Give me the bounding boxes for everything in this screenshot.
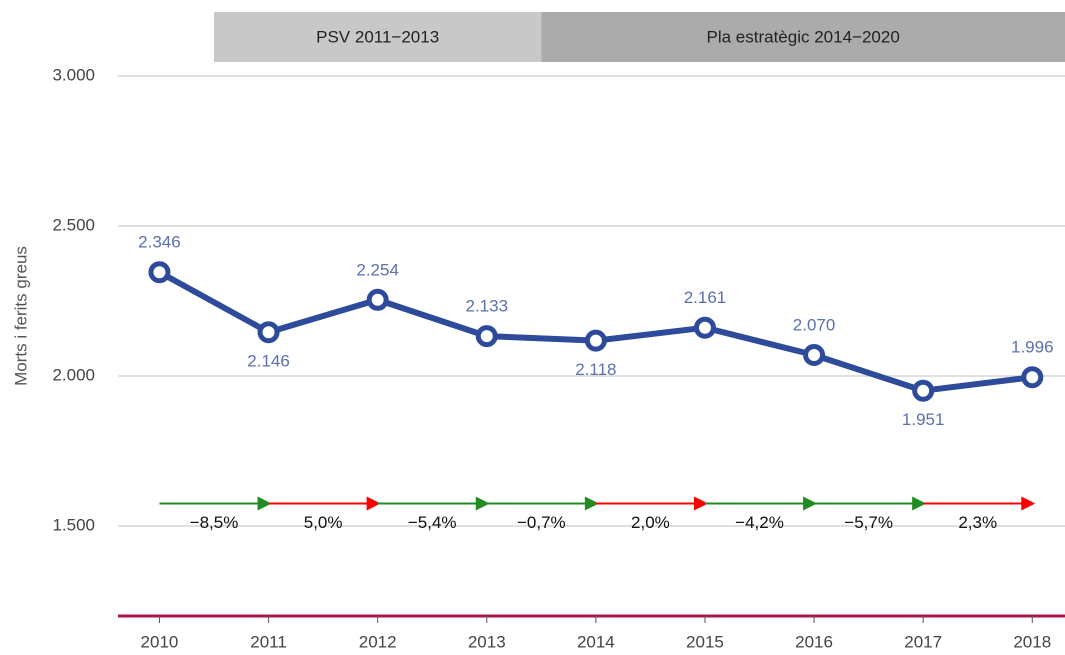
- point: [1021, 366, 1044, 389]
- change-arrow: [923, 496, 1036, 511]
- x-tick-label: 2014: [577, 632, 615, 651]
- x-tick-label: 2017: [904, 632, 942, 651]
- change-label: −0,7%: [517, 513, 566, 532]
- y-tick-label: 2.000: [52, 365, 95, 384]
- change-label: −5,4%: [408, 513, 457, 532]
- point: [366, 288, 389, 311]
- change-arrow: [486, 496, 599, 511]
- value-label: 2.118: [575, 360, 616, 379]
- period-label: Pla estratègic 2014−2020: [707, 27, 900, 46]
- point: [912, 379, 935, 402]
- point: [693, 316, 716, 339]
- point: [257, 321, 280, 344]
- change-arrow: [595, 496, 708, 511]
- x-tick-label: 2011: [250, 632, 287, 651]
- change-arrow: [814, 496, 927, 511]
- value-label: 2.346: [138, 233, 181, 252]
- y-tick-label: 1.500: [52, 515, 95, 534]
- change-label: −8,5%: [190, 513, 239, 532]
- value-label: 1.951: [902, 410, 945, 429]
- change-arrow: [377, 496, 490, 511]
- period-label: PSV 2011−2013: [316, 27, 439, 46]
- value-label: 2.070: [793, 315, 836, 334]
- period-band: [214, 12, 542, 62]
- y-axis-title: Morts i ferits greus: [11, 246, 30, 386]
- point: [475, 325, 498, 348]
- change-arrow: [268, 496, 381, 511]
- change-label: 2,0%: [631, 513, 670, 532]
- x-tick-label: 2013: [468, 632, 506, 651]
- value-label: 2.133: [465, 297, 508, 316]
- point: [803, 344, 826, 366]
- x-tick-label: 2010: [141, 632, 179, 651]
- value-label: 2.254: [356, 260, 399, 279]
- change-arrow: [704, 496, 818, 511]
- change-label: −5,7%: [844, 513, 893, 532]
- x-tick-label: 2015: [686, 632, 724, 651]
- change-label: 2,3%: [958, 513, 997, 532]
- x-tick-label: 2012: [359, 632, 397, 651]
- change-arrow: [159, 496, 272, 511]
- x-tick-label: 2018: [1013, 632, 1051, 651]
- change-label: −4,2%: [735, 513, 784, 532]
- change-label: 5,0%: [304, 513, 343, 532]
- y-tick-label: 2.500: [52, 215, 95, 234]
- period-band: [541, 12, 1065, 62]
- y-tick-label: 3.000: [52, 65, 95, 84]
- value-label: 1.996: [1011, 338, 1054, 357]
- value-label: 2.146: [247, 352, 290, 371]
- point: [584, 329, 607, 352]
- x-tick-label: 2016: [795, 632, 833, 651]
- point: [148, 261, 171, 284]
- value-label: 2.161: [684, 288, 727, 307]
